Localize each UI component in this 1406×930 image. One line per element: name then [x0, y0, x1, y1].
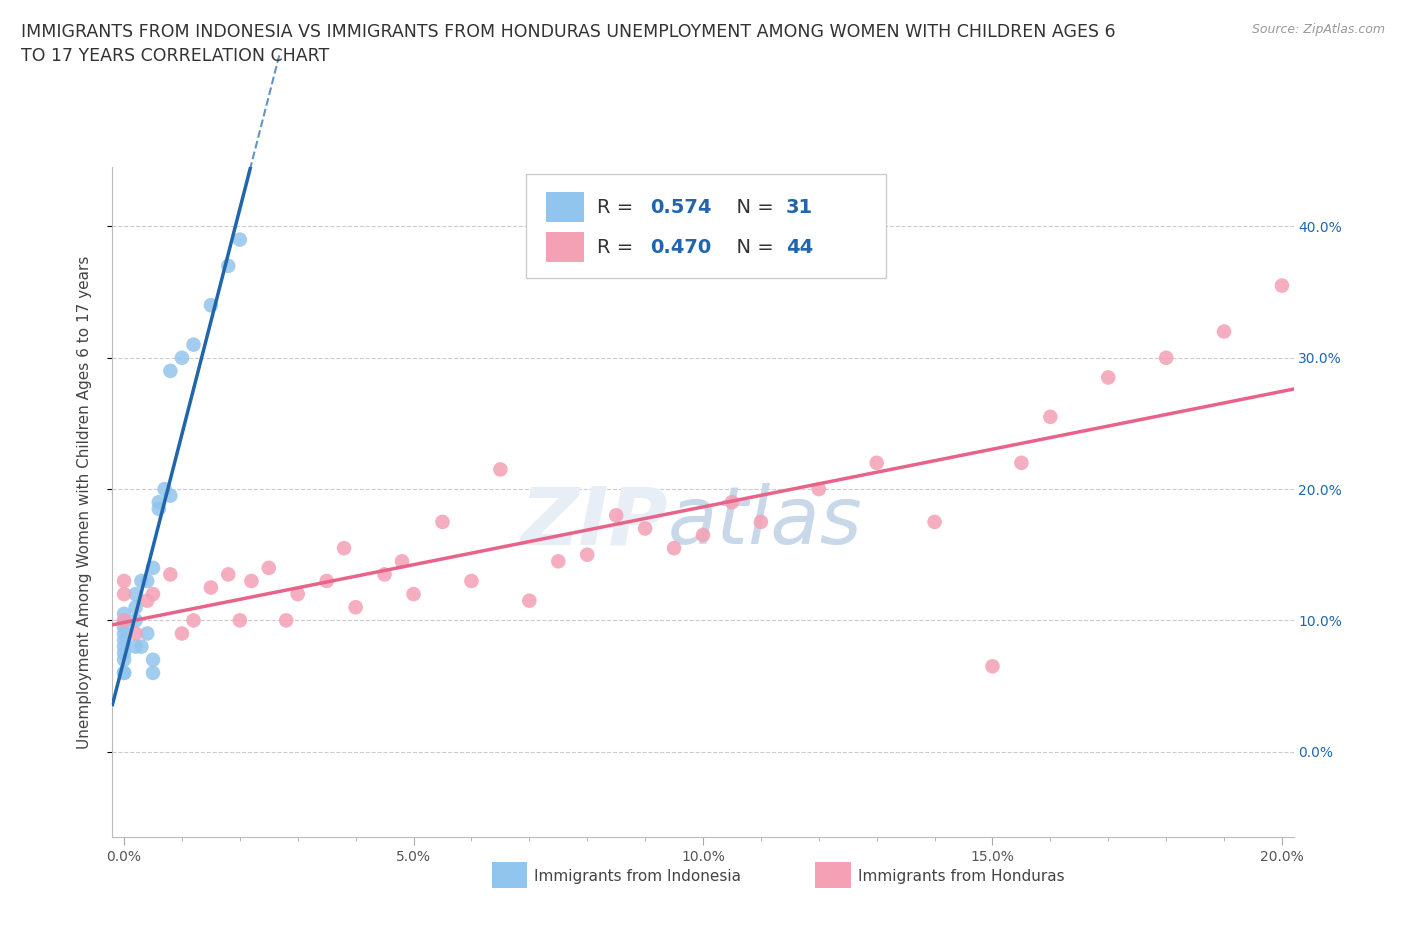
Point	[1154, 351, 1177, 365]
Point	[721, 495, 744, 510]
Point	[148, 501, 170, 516]
Point	[112, 613, 135, 628]
Point	[112, 666, 135, 681]
Point	[112, 639, 135, 654]
Text: ZIP: ZIP	[520, 484, 668, 562]
Point	[229, 613, 252, 628]
Point	[142, 652, 165, 667]
Point	[148, 495, 170, 510]
Point	[634, 521, 657, 536]
Text: R =: R =	[596, 238, 640, 258]
Point	[662, 540, 685, 555]
Point	[112, 619, 135, 634]
Point	[200, 298, 222, 312]
Point	[257, 561, 280, 576]
Text: N =: N =	[724, 238, 780, 258]
Point	[374, 567, 396, 582]
Point	[432, 514, 454, 529]
Point	[124, 587, 146, 602]
Point	[460, 574, 482, 589]
Point	[517, 593, 540, 608]
Point	[142, 666, 165, 681]
Point	[402, 587, 425, 602]
Point	[200, 580, 222, 595]
Point	[217, 259, 239, 273]
Point	[217, 567, 239, 582]
Point	[547, 554, 569, 569]
Text: 0.470: 0.470	[650, 238, 711, 258]
Point	[112, 645, 135, 660]
Point	[136, 626, 159, 641]
Point	[1039, 409, 1062, 424]
Text: 31: 31	[786, 198, 813, 217]
FancyBboxPatch shape	[546, 232, 583, 262]
Point	[112, 632, 135, 647]
Point	[112, 626, 135, 641]
Point	[112, 606, 135, 621]
Point	[576, 547, 599, 562]
Point	[112, 587, 135, 602]
Point	[159, 364, 181, 379]
Point	[131, 639, 153, 654]
Y-axis label: Unemployment Among Women with Children Ages 6 to 17 years: Unemployment Among Women with Children A…	[77, 256, 91, 749]
Point	[489, 462, 512, 477]
Point	[1097, 370, 1119, 385]
Point	[170, 351, 193, 365]
Point	[153, 482, 176, 497]
Point	[333, 540, 356, 555]
Text: IMMIGRANTS FROM INDONESIA VS IMMIGRANTS FROM HONDURAS UNEMPLOYMENT AMONG WOMEN W: IMMIGRANTS FROM INDONESIA VS IMMIGRANTS …	[21, 23, 1116, 65]
Text: 0.574: 0.574	[650, 198, 711, 217]
Point	[344, 600, 367, 615]
Text: Immigrants from Indonesia: Immigrants from Indonesia	[534, 870, 741, 884]
Text: atlas: atlas	[668, 484, 862, 562]
Point	[605, 508, 627, 523]
Point	[124, 626, 146, 641]
Point	[159, 488, 181, 503]
Point	[1271, 278, 1294, 293]
Point	[315, 574, 337, 589]
Point	[136, 574, 159, 589]
Point	[1010, 456, 1032, 471]
Text: N =: N =	[724, 198, 780, 217]
Point	[124, 639, 146, 654]
Point	[131, 574, 153, 589]
Point	[749, 514, 772, 529]
Point	[981, 658, 1004, 673]
Point	[287, 587, 309, 602]
FancyBboxPatch shape	[526, 174, 886, 278]
Point	[112, 652, 135, 667]
Point	[229, 232, 252, 247]
Point	[124, 600, 146, 615]
Text: R =: R =	[596, 198, 640, 217]
Point	[240, 574, 263, 589]
FancyBboxPatch shape	[546, 193, 583, 222]
Point	[136, 593, 159, 608]
Point	[112, 613, 135, 628]
Point	[142, 587, 165, 602]
Point	[924, 514, 946, 529]
Point	[124, 613, 146, 628]
Point	[159, 567, 181, 582]
Point	[183, 613, 205, 628]
Point	[112, 574, 135, 589]
Text: Source: ZipAtlas.com: Source: ZipAtlas.com	[1251, 23, 1385, 36]
Point	[692, 527, 714, 542]
Point	[391, 554, 413, 569]
Point	[866, 456, 889, 471]
Point	[170, 626, 193, 641]
Text: Immigrants from Honduras: Immigrants from Honduras	[858, 870, 1064, 884]
Point	[276, 613, 298, 628]
Point	[112, 666, 135, 681]
Point	[1213, 324, 1236, 339]
Point	[142, 561, 165, 576]
Point	[807, 482, 830, 497]
Text: 44: 44	[786, 238, 813, 258]
Point	[183, 338, 205, 352]
